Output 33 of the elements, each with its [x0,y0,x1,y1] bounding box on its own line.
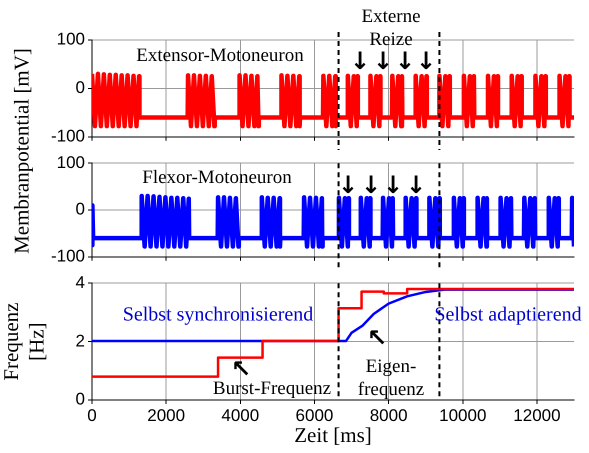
annotation: Extensor-Motoneuron [136,44,304,66]
annotation: ↓ [360,171,382,200]
y-tick-label: 0 [76,390,85,409]
annotation: ↓ [406,171,426,200]
annotation: ↓ [382,171,404,200]
annotation: Eigen- frequenz [358,356,424,400]
annotation: ↓ [372,47,394,76]
annotation: ↖ [366,324,388,352]
y-tick-label: -100 [50,246,85,266]
x-axis-title: Zeit [ms] [294,422,372,447]
annotation: ↓ [350,47,370,76]
y-tick-label: 2 [76,331,85,350]
x-tick-label: 6000 [296,406,334,425]
annotation: Selbst synchronisierend [122,303,314,326]
x-tick-label: 8000 [370,406,408,425]
y-tick-label: -100 [50,126,85,146]
annotation: ↓ [338,171,358,200]
y-tick-label: 100 [56,30,85,49]
annotation: Selbst adaptierend [434,303,582,326]
y-axis-title: Membranpotential [mV] [10,48,34,254]
x-tick-label: 2000 [147,406,186,425]
y-axis-title: Frequenz [Hz] [0,302,48,381]
annotation: Flexor-Motoneuron [142,166,292,188]
x-tick-label: 10000 [439,406,486,425]
x-tick-label: 12000 [513,406,561,425]
y-tick-label: 100 [56,152,85,172]
annotation: ↓ [394,47,416,76]
y-tick-label: 0 [76,200,85,219]
annotation: ↓ [416,47,436,76]
y-tick-label: 0 [76,78,85,98]
annotation: Externe Reize [361,6,421,50]
x-tick-label: 4000 [221,406,260,425]
y-tick-label: 4 [76,272,85,292]
